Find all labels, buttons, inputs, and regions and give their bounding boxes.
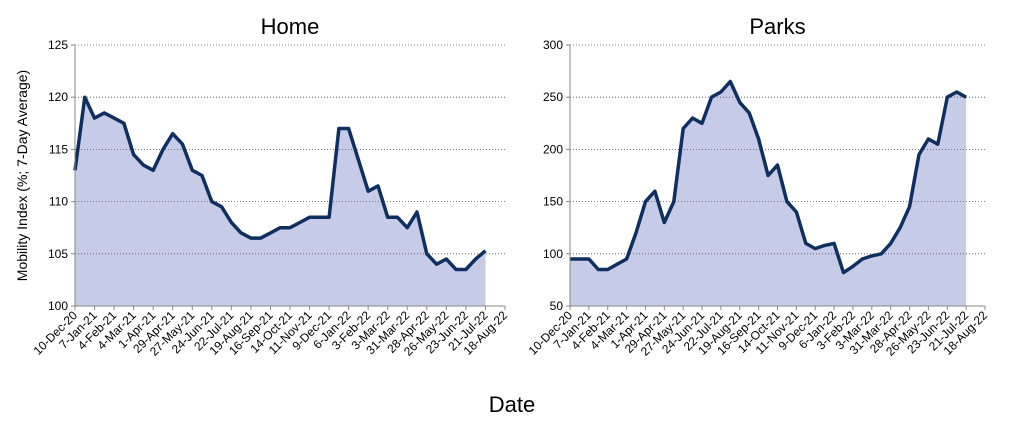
y-tick-label: 120 bbox=[48, 90, 68, 104]
line bbox=[73, 95, 487, 272]
chart-title: Parks bbox=[749, 14, 805, 39]
y-tick-label: 105 bbox=[48, 247, 68, 261]
y-tick-label: 100 bbox=[543, 247, 563, 261]
y-axis-label: Mobility Index (%; 7-Day Average) bbox=[14, 70, 30, 281]
y-tick-label: 125 bbox=[48, 38, 68, 52]
chart-title: Home bbox=[261, 14, 320, 39]
y-tick-label: 150 bbox=[543, 195, 563, 209]
y-tick-label: 110 bbox=[49, 195, 68, 209]
area bbox=[570, 81, 967, 306]
y-tick-label: 100 bbox=[48, 299, 68, 313]
y-tick-label: 300 bbox=[543, 38, 563, 52]
y-tick-label: 115 bbox=[49, 142, 68, 156]
y-tick-label: 200 bbox=[543, 142, 563, 156]
x-axis-label: Date bbox=[489, 392, 535, 417]
line bbox=[570, 79, 967, 275]
y-tick-label: 250 bbox=[543, 90, 563, 104]
y-tick-label: 50 bbox=[550, 299, 564, 313]
